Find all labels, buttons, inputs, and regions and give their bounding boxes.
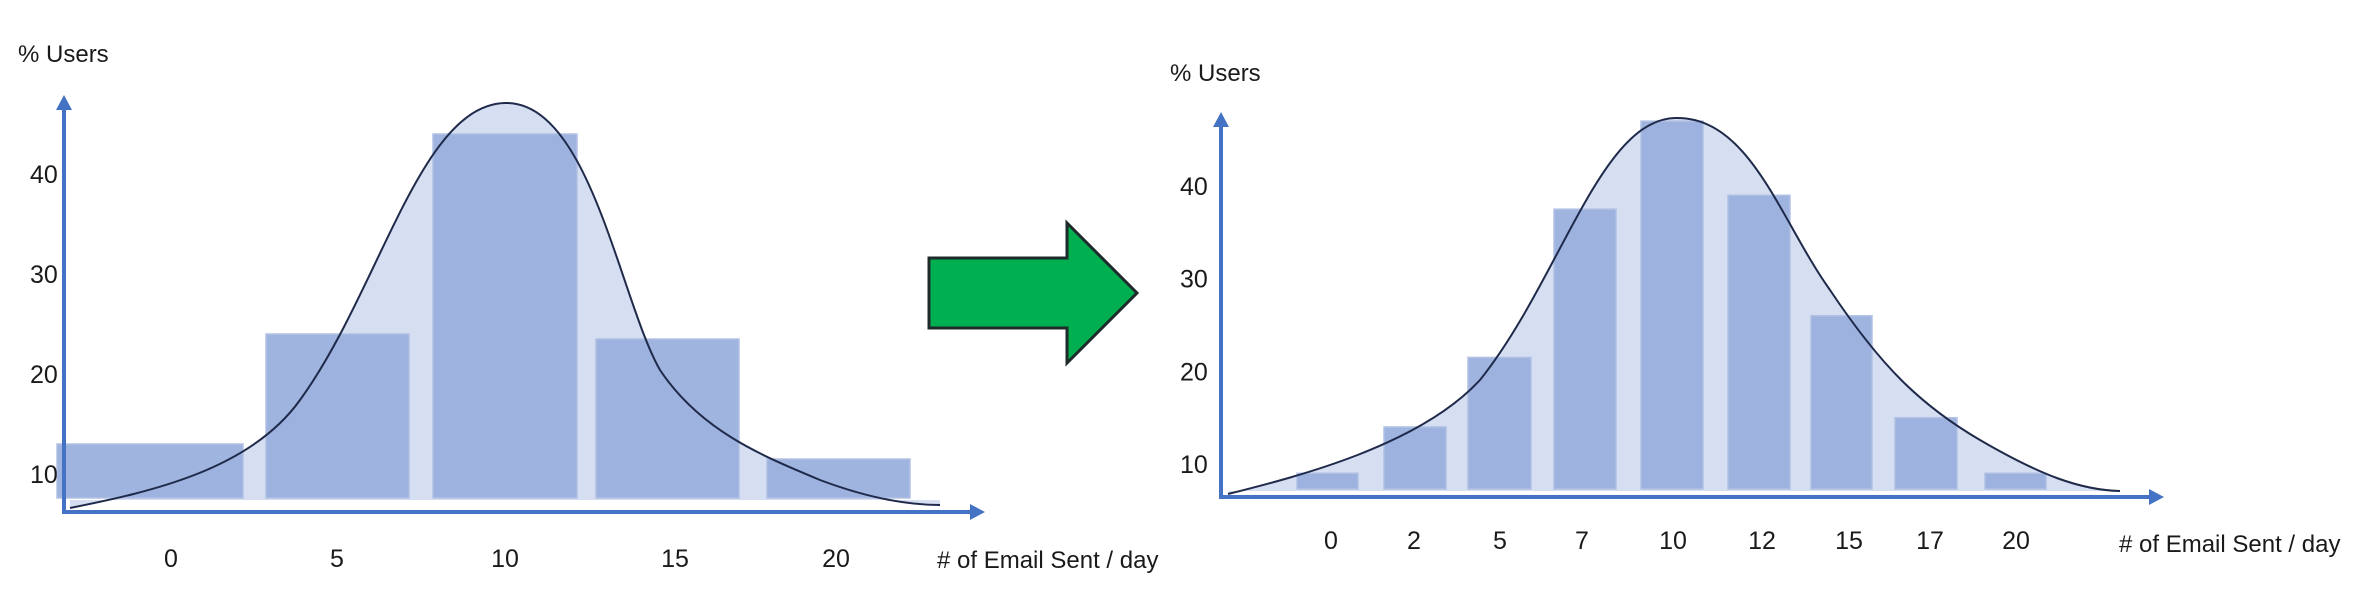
- y-tick-label: 20: [1180, 358, 1208, 386]
- bar-12: [1727, 194, 1791, 490]
- normal-curve: [69, 101, 941, 509]
- normal-curve: [1227, 116, 2121, 495]
- x-tick-label: 2: [1407, 527, 1421, 555]
- bar-5: [1467, 356, 1532, 490]
- bar-20: [1984, 472, 2047, 490]
- x-axis-label: # of Email Sent / day: [937, 547, 1158, 574]
- bar-0: [1296, 472, 1359, 490]
- y-axis-arrow-icon: [56, 95, 72, 110]
- bar-20: [766, 458, 911, 499]
- y-tick-label: 10: [1180, 451, 1208, 479]
- chart-right: % Users # of Email Sent / day 10 20 30 40 0…: [1170, 60, 2340, 558]
- bar-10: [432, 133, 578, 499]
- x-tick-label: 20: [822, 545, 850, 573]
- y-axis-label: % Users: [1170, 60, 1261, 87]
- right-arrow-icon: [927, 219, 1140, 367]
- x-tick-label: 7: [1575, 527, 1589, 555]
- x-tick-label: 5: [1493, 527, 1507, 555]
- x-tick-label: 0: [1324, 527, 1338, 555]
- x-tick-label: 15: [1835, 527, 1863, 555]
- bar-15: [1810, 314, 1873, 490]
- x-tick-label: 10: [491, 545, 519, 573]
- x-axis-label: # of Email Sent / day: [2119, 531, 2340, 558]
- x-tick-label: 20: [2002, 527, 2030, 555]
- y-tick-label: 40: [1180, 173, 1208, 201]
- x-axis-arrow-icon: [970, 504, 985, 520]
- y-tick-label: 30: [30, 261, 58, 289]
- x-tick-label: 5: [330, 545, 344, 573]
- x-tick-label: 12: [1748, 527, 1776, 555]
- bar-2: [1383, 426, 1447, 490]
- x-tick-label: 0: [164, 545, 178, 573]
- bar-15: [595, 338, 740, 499]
- chart-left: % Users # of Email Sent / day 10 20 30 40 0…: [18, 41, 1158, 574]
- x-tick-label: 17: [1916, 527, 1944, 555]
- y-axis-arrow-icon: [1213, 112, 1229, 127]
- y-tick-label: 10: [30, 461, 58, 489]
- y-tick-label: 30: [1180, 266, 1208, 294]
- y-axis-label: % Users: [18, 41, 109, 68]
- bar-10: [1640, 120, 1704, 490]
- x-tick-label: 10: [1659, 527, 1687, 555]
- y-tick-label: 40: [30, 161, 58, 189]
- x-axis-arrow-icon: [2149, 489, 2164, 505]
- bar-7: [1553, 208, 1617, 490]
- bar-5: [265, 333, 410, 499]
- x-tick-label: 15: [661, 545, 689, 573]
- y-tick-label: 20: [30, 361, 58, 389]
- bar-17: [1894, 416, 1958, 490]
